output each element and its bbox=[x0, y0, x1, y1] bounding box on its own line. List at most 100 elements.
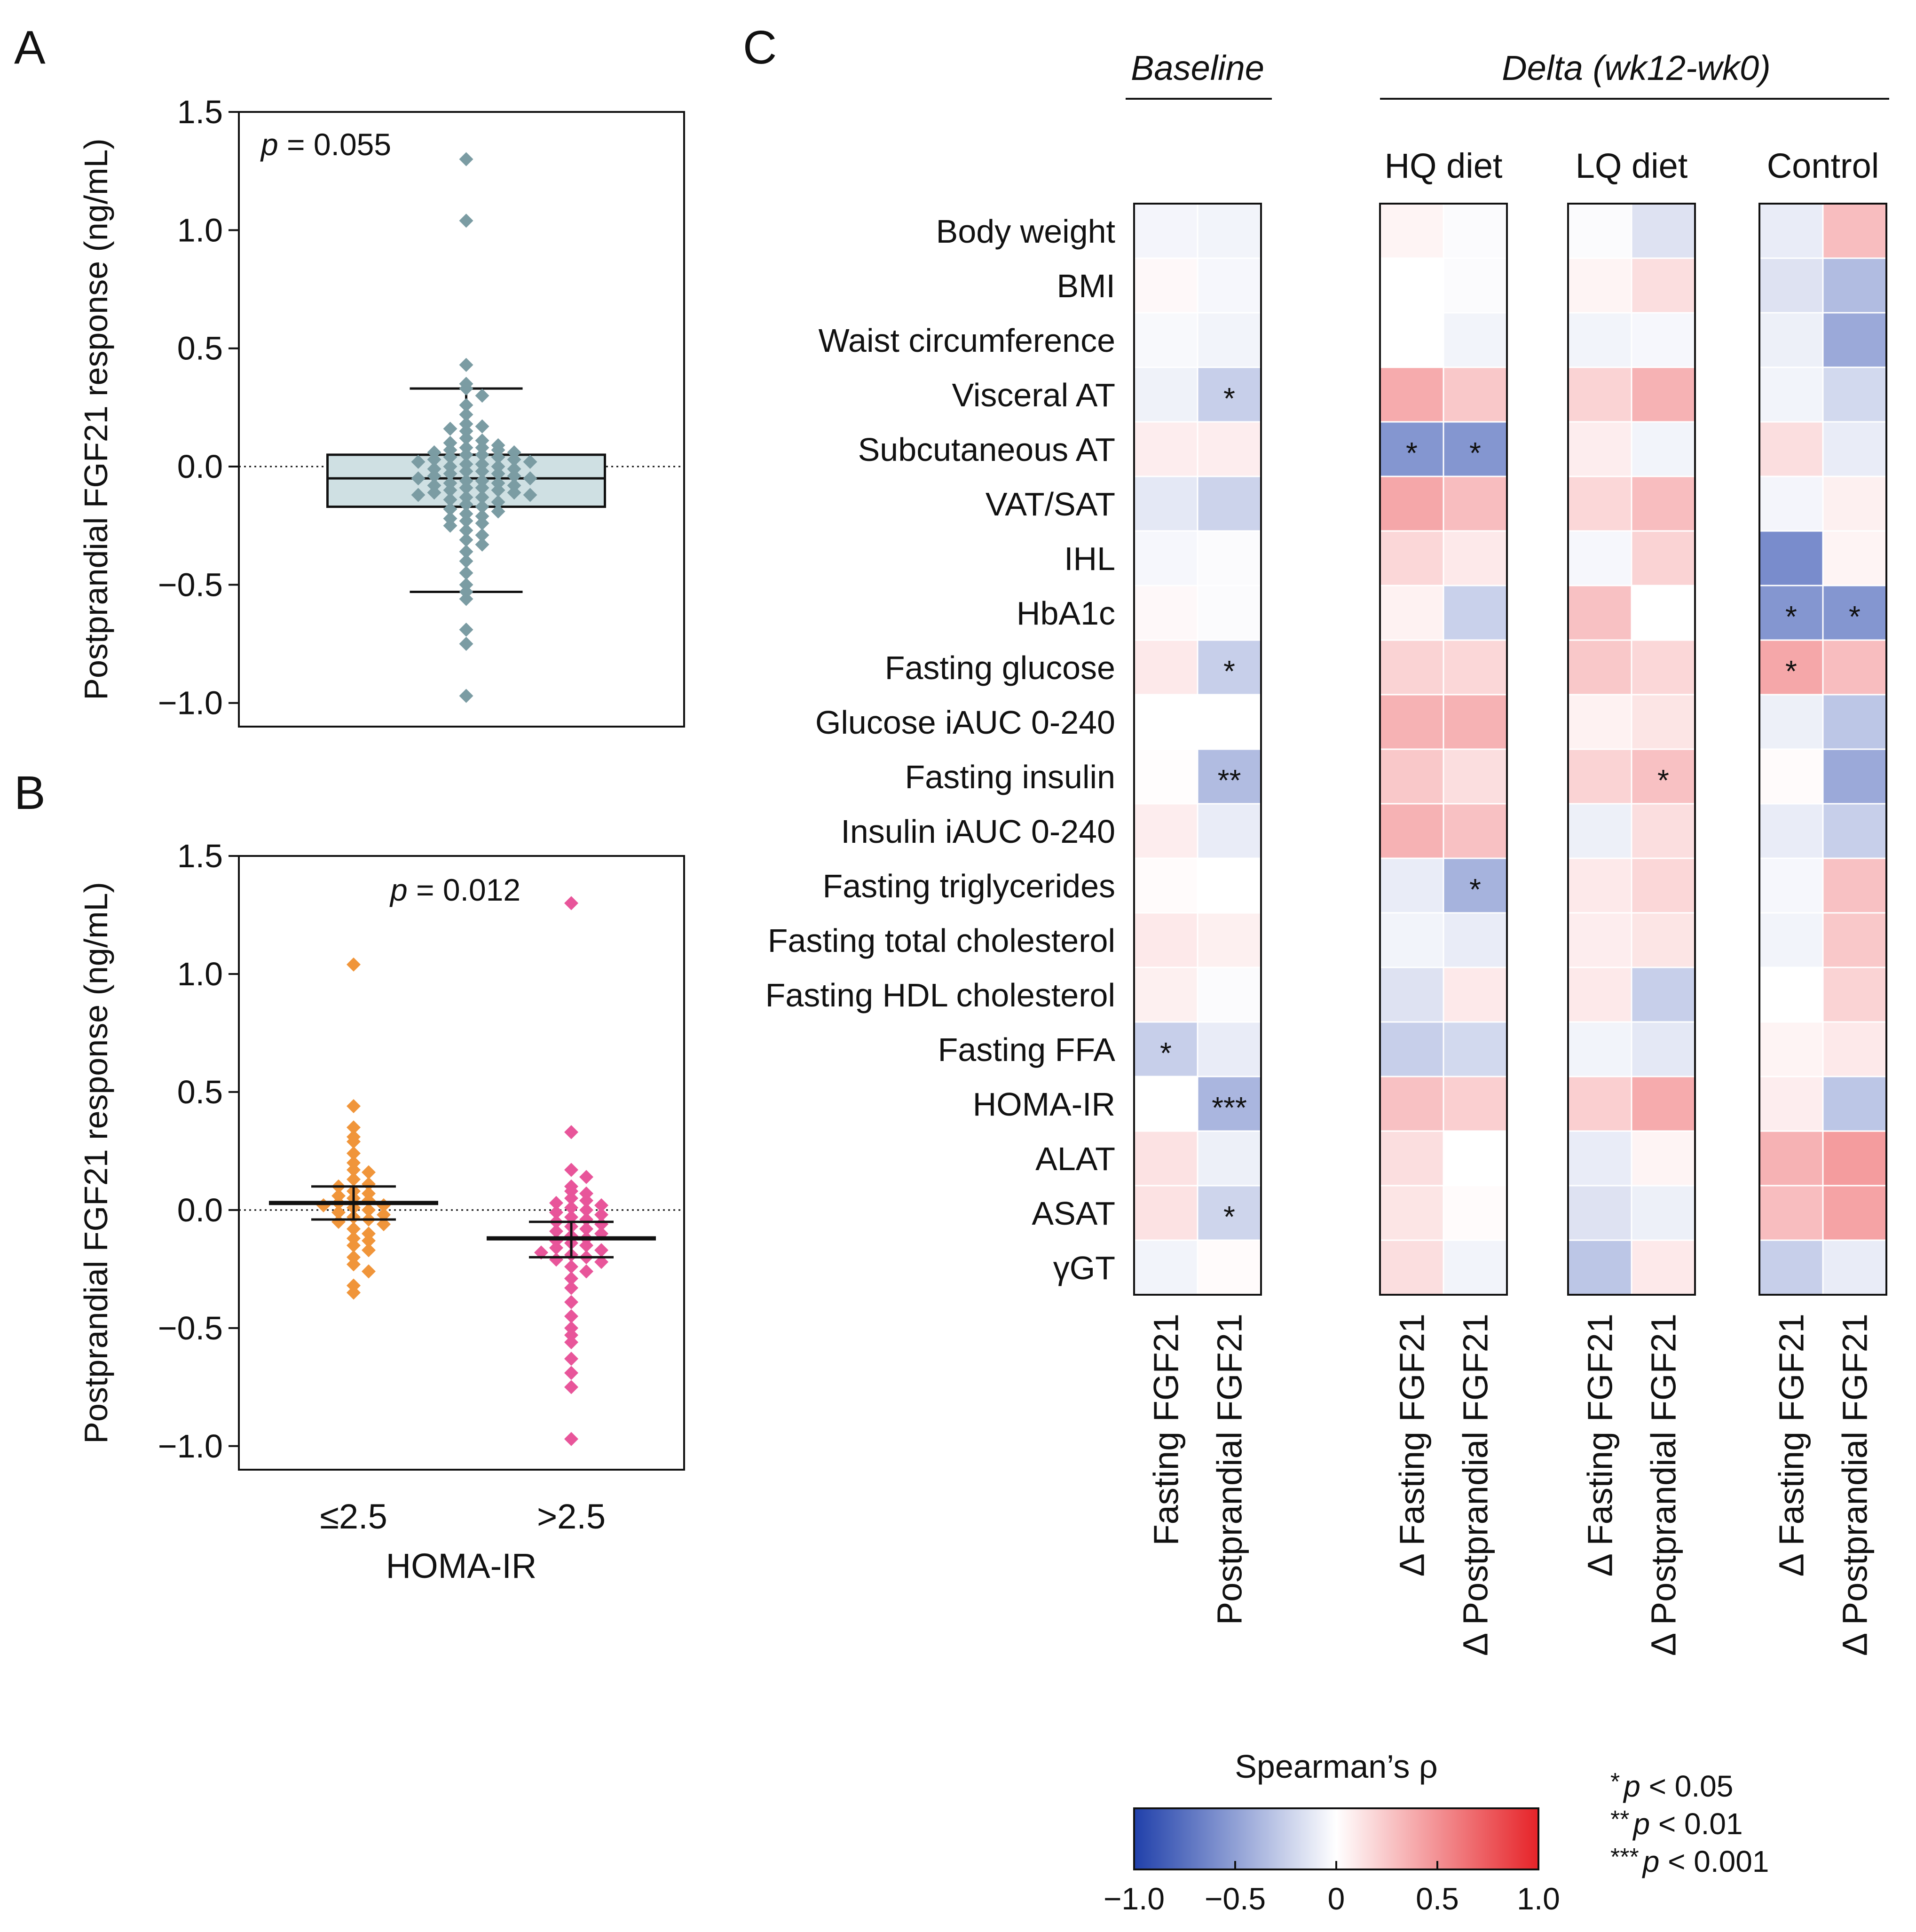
data-point bbox=[475, 528, 489, 542]
data-point bbox=[564, 1309, 578, 1323]
row-label: HbA1c bbox=[1017, 595, 1115, 632]
heatmap-cell bbox=[1631, 312, 1696, 368]
data-point bbox=[347, 1134, 361, 1149]
y-tick-label: −0.5 bbox=[158, 1310, 223, 1346]
heatmap-cell bbox=[1631, 366, 1696, 423]
heatmap-cell bbox=[1197, 203, 1262, 259]
data-point bbox=[443, 511, 457, 526]
heatmap-cell bbox=[1567, 639, 1632, 696]
heatmap-cell bbox=[1822, 1239, 1887, 1296]
data-point bbox=[564, 896, 578, 911]
data-point bbox=[347, 957, 361, 972]
row-label: γGT bbox=[1053, 1250, 1115, 1286]
heatmap-cell bbox=[1379, 312, 1444, 368]
heatmap-cell bbox=[1758, 366, 1824, 423]
legend-stars: * bbox=[1610, 1768, 1620, 1796]
heatmap-cell bbox=[1443, 1239, 1508, 1296]
heatmap-cell bbox=[1379, 530, 1444, 586]
panel-b: B 1.5 1.0 0.5 0.0 −1.0 −0.5 Postprandial FGF21 … bbox=[14, 767, 685, 1585]
heatmap-cell bbox=[1443, 475, 1508, 532]
heatmap-cell bbox=[1443, 1185, 1508, 1241]
heatmap-cell bbox=[1133, 366, 1198, 423]
legend-threshold: < 0.01 bbox=[1650, 1807, 1743, 1841]
data-point bbox=[459, 424, 473, 438]
data-point bbox=[459, 407, 473, 422]
data-point bbox=[491, 443, 505, 457]
data-point bbox=[564, 1380, 578, 1394]
data-point bbox=[507, 469, 521, 483]
data-point bbox=[459, 497, 473, 512]
heatmap-cell bbox=[1133, 966, 1198, 1023]
colorbar-tick-label: −1.0 bbox=[1104, 1881, 1165, 1916]
heatmap-cell bbox=[1758, 1130, 1824, 1187]
y-tick-label: 1.0 bbox=[177, 212, 223, 248]
significance-stars: * bbox=[1785, 600, 1797, 633]
delta-header: Delta (wk12-wk0) bbox=[1502, 48, 1771, 87]
heatmap-cell bbox=[1133, 639, 1198, 696]
data-point bbox=[459, 689, 473, 703]
data-point bbox=[523, 454, 537, 469]
heatmap-cell bbox=[1567, 312, 1632, 368]
heatmap-cell bbox=[1567, 857, 1632, 914]
data-point bbox=[377, 1217, 391, 1231]
y-tick-label: −0.5 bbox=[158, 566, 223, 603]
data-point bbox=[459, 637, 473, 651]
data-point bbox=[579, 1222, 593, 1236]
data-point bbox=[443, 518, 457, 533]
heatmap-cell bbox=[1567, 694, 1632, 750]
data-point bbox=[362, 1186, 376, 1201]
row-label: Fasting insulin bbox=[905, 759, 1115, 795]
heatmap-cell bbox=[1379, 966, 1444, 1023]
significance-legend-entry: * p < 0.05 bbox=[1610, 1768, 1733, 1803]
data-point bbox=[564, 1295, 578, 1309]
data-point bbox=[443, 450, 457, 464]
data-point bbox=[564, 1352, 578, 1366]
heatmap-cell bbox=[1379, 257, 1444, 314]
heatmap-cell bbox=[1631, 857, 1696, 914]
data-point bbox=[507, 462, 521, 476]
data-point bbox=[549, 1196, 563, 1210]
legend-p-symbol: p bbox=[1642, 1845, 1660, 1878]
data-point bbox=[347, 1285, 361, 1300]
significance-stars: * bbox=[1849, 600, 1861, 633]
heatmap-cell bbox=[1567, 585, 1632, 641]
column-label: Δ Postprandial FGF21 bbox=[1644, 1314, 1683, 1656]
baseline-header: Baseline bbox=[1131, 48, 1264, 87]
data-point bbox=[491, 467, 505, 481]
heatmap-cell bbox=[1133, 421, 1198, 477]
legend-p-symbol: p bbox=[1623, 1769, 1640, 1803]
data-point bbox=[427, 462, 442, 476]
heatmap-cell bbox=[1758, 694, 1824, 750]
heatmap-cell bbox=[1631, 530, 1696, 586]
heatmap-cell bbox=[1631, 803, 1696, 859]
column-label: Postprandial FGF21 bbox=[1210, 1314, 1249, 1625]
heatmap-cell bbox=[1758, 1239, 1824, 1296]
data-point bbox=[459, 152, 473, 166]
heatmap-cell bbox=[1443, 312, 1508, 368]
heatmap-cell bbox=[1758, 475, 1824, 532]
data-point bbox=[475, 509, 489, 523]
block-title: Control bbox=[1767, 146, 1879, 185]
heatmap-cell bbox=[1758, 421, 1824, 477]
panel-letter: C bbox=[743, 21, 777, 74]
data-point bbox=[579, 1238, 593, 1253]
data-point bbox=[523, 471, 537, 486]
data-point bbox=[459, 490, 473, 505]
plot-frame bbox=[238, 855, 685, 1471]
heatmap-cell bbox=[1758, 1076, 1824, 1132]
colorbar-tick-label: −0.5 bbox=[1205, 1881, 1266, 1916]
heatmap-cell bbox=[1822, 857, 1887, 914]
y-tick-label: 0.0 bbox=[177, 1192, 223, 1228]
data-point bbox=[507, 445, 521, 459]
heatmap-cell bbox=[1758, 530, 1824, 586]
data-point bbox=[459, 514, 473, 528]
data-point bbox=[564, 1184, 578, 1198]
heatmap-cell bbox=[1443, 585, 1508, 641]
data-point bbox=[443, 467, 457, 481]
panel-c: C Body weight BMI Waist circumference Viscer… bbox=[743, 21, 1889, 1916]
data-point bbox=[427, 452, 442, 467]
heatmap-cell bbox=[1631, 1239, 1696, 1296]
heatmap-cell bbox=[1822, 366, 1887, 423]
data-point bbox=[443, 492, 457, 507]
heatmap-cell bbox=[1133, 694, 1198, 750]
